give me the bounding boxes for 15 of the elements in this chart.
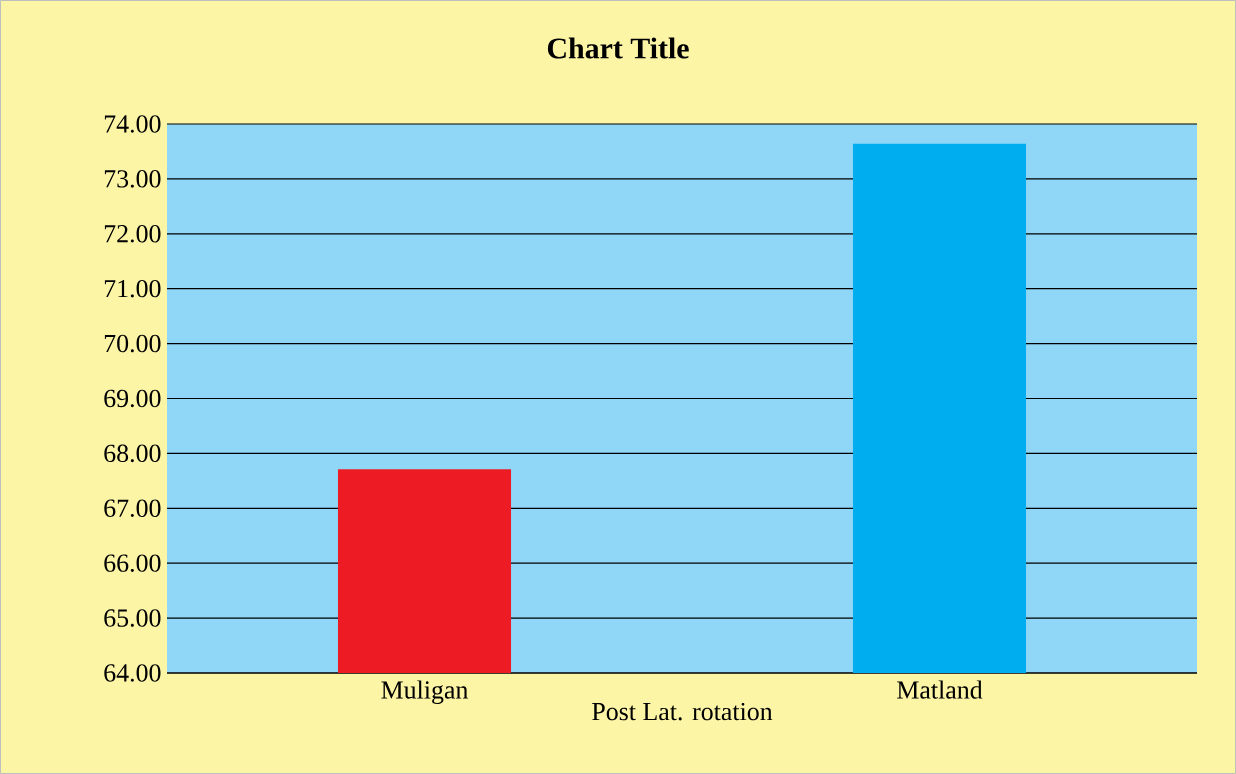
- y-tick-label: 69.00: [104, 389, 161, 408]
- y-tick-label: 71.00: [104, 279, 161, 298]
- y-tick-label: 66.00: [104, 554, 161, 572]
- y-tick-label: 67.00: [104, 499, 161, 518]
- y-tick-label: 68.00: [104, 444, 161, 463]
- y-tick-label: 70.00: [104, 334, 161, 353]
- y-tick-label: 65.00: [104, 609, 161, 627]
- chart-title: Chart Title: [547, 37, 689, 59]
- y-tick-label: 74.00: [104, 115, 161, 133]
- y-tick-label: 73.00: [104, 170, 161, 188]
- x-axis-title: Post Lat. rotation: [592, 702, 773, 721]
- y-tick-label: 72.00: [104, 224, 161, 243]
- y-tick-label: 64.00: [104, 664, 161, 682]
- x-tick-label: Muligan: [381, 680, 469, 705]
- x-tick-label: Matland: [897, 680, 983, 699]
